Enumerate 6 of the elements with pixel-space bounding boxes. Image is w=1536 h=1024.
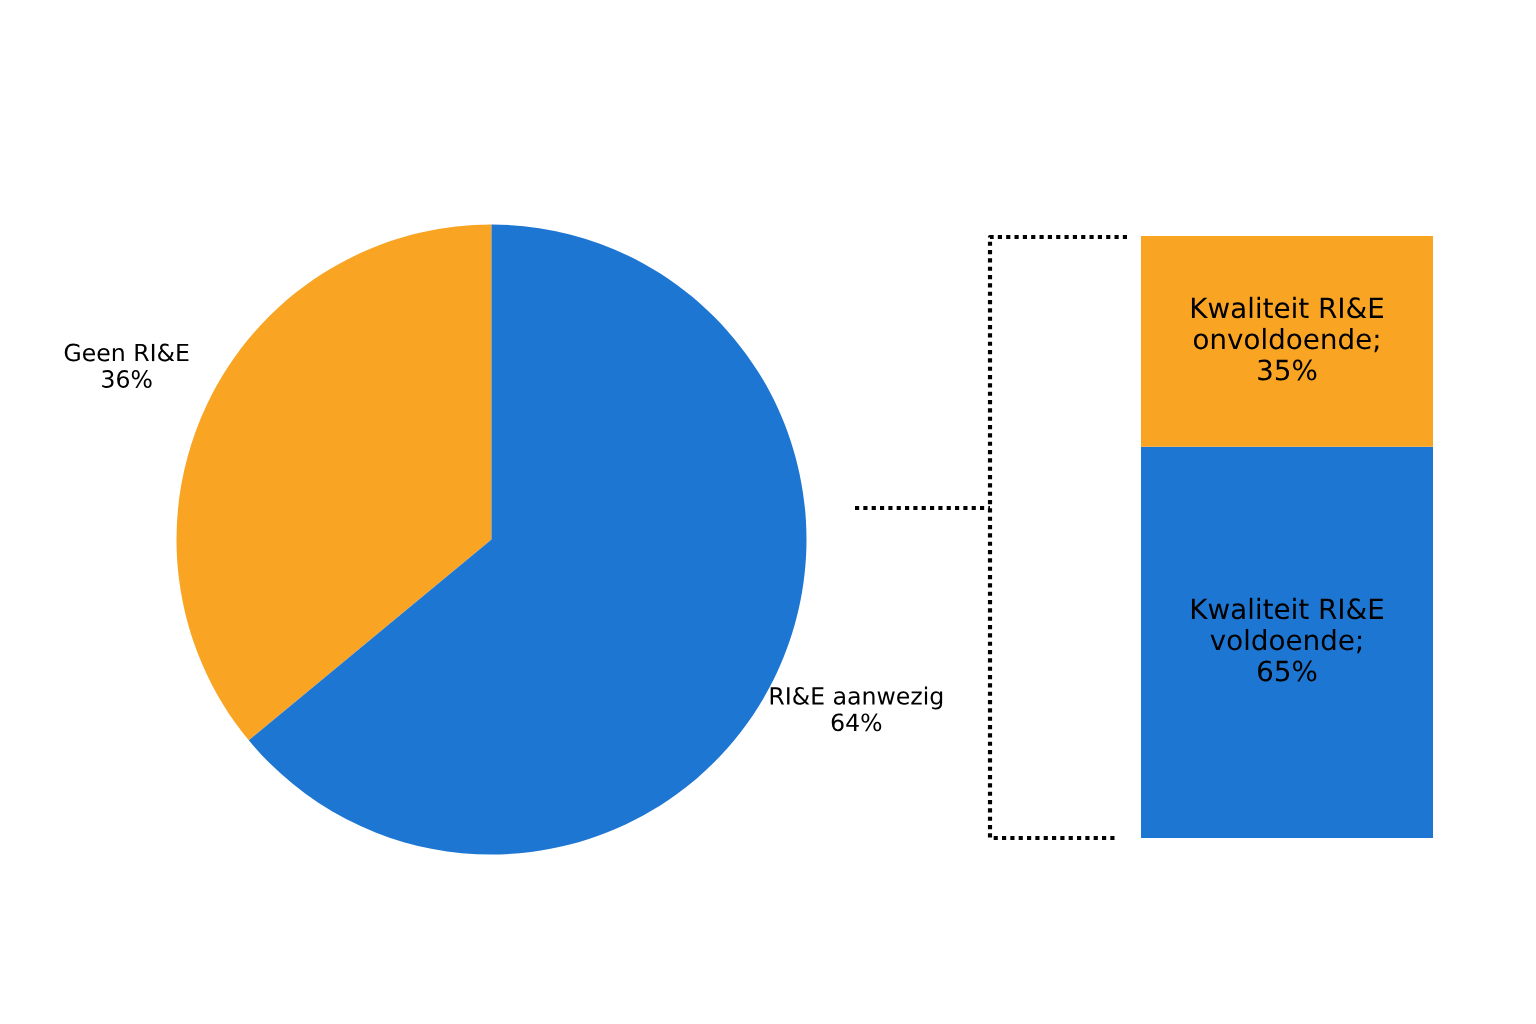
data-label: 64% <box>831 713 882 732</box>
slice-label: Geen RI&E <box>64 343 189 362</box>
slice-label: RI&E aanwezig <box>770 686 943 710</box>
data-label: Kwaliteit RI&E onvoldoende; 35% <box>1191 296 1383 381</box>
data-label: 36% <box>102 370 152 388</box>
data-label: Kwaliteit RI&E voldoende; 65% <box>1191 597 1383 682</box>
